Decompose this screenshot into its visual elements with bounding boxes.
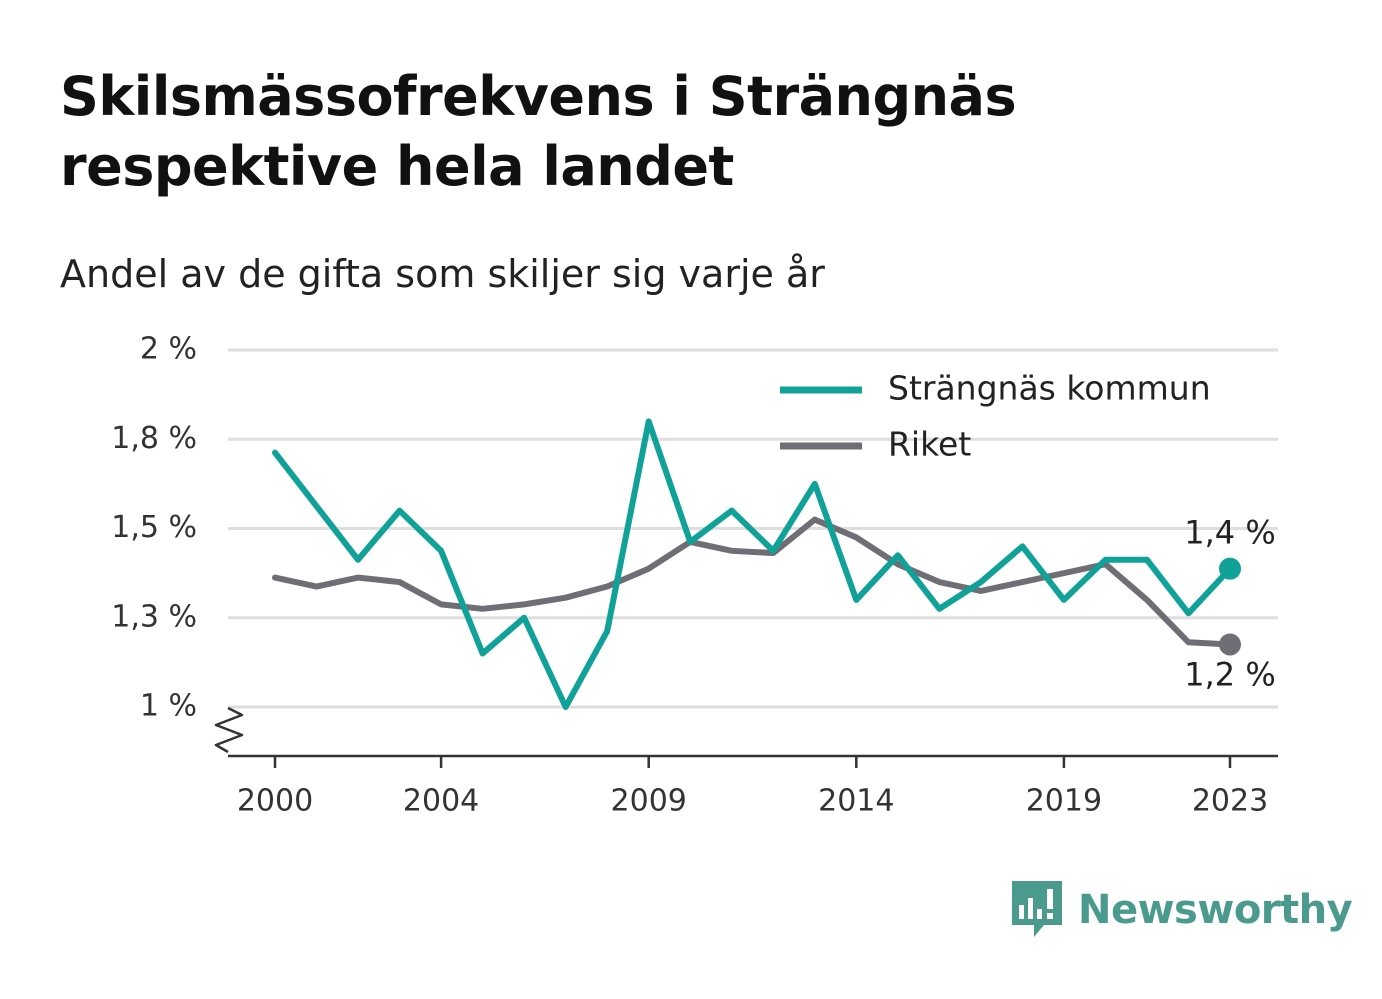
- chart-title: Skilsmässofrekvens i Strängnäs respektiv…: [60, 65, 1017, 198]
- y-tick-label: 1 %: [140, 689, 197, 724]
- brand-name: Newsworthy: [1078, 887, 1353, 933]
- grid-lines: [228, 348, 1278, 709]
- axis-break-marker: [214, 706, 244, 754]
- x-tick-label: 2004: [403, 784, 479, 819]
- end-point-strangnas: [1219, 557, 1241, 580]
- end-labels: 1,2 % 1,4 %: [1184, 514, 1275, 694]
- y-tick-label: 1,8 %: [111, 421, 197, 456]
- y-tick-label: 2 %: [140, 332, 197, 367]
- series-line-strangnas: [272, 418, 1233, 710]
- end-point-riket: [1219, 633, 1241, 656]
- legend-label: Riket: [888, 425, 971, 464]
- legend-label: Strängnäs kommun: [888, 369, 1211, 408]
- y-axis-tick-labels: 1 % 1,3 % 1,5 % 1,8 % 2 %: [111, 332, 197, 724]
- series-line-riket: [272, 516, 1233, 648]
- series-lines: [272, 418, 1241, 710]
- x-tick-label: 2023: [1192, 784, 1268, 819]
- y-tick-label: 1,3 %: [111, 599, 197, 634]
- newsworthy-logo-icon: [1012, 881, 1062, 937]
- end-label-strangnas: 1,4 %: [1184, 514, 1275, 552]
- legend: Strängnäs kommun Riket: [780, 369, 1211, 464]
- x-tick-label: 2019: [1026, 784, 1102, 819]
- x-tick-label: 2009: [611, 784, 687, 819]
- end-label-riket: 1,2 %: [1184, 656, 1275, 694]
- chart-subtitle: Andel av de gifta som skiljer sig varje …: [60, 252, 825, 296]
- brand-logo: Newsworthy: [1010, 878, 1353, 942]
- x-tick-label: 2014: [818, 784, 894, 819]
- y-tick-label: 1,5 %: [111, 510, 197, 545]
- x-axis: 2000 2004 2009 2014 2019 2023: [214, 706, 1278, 819]
- x-tick-label: 2000: [237, 784, 313, 819]
